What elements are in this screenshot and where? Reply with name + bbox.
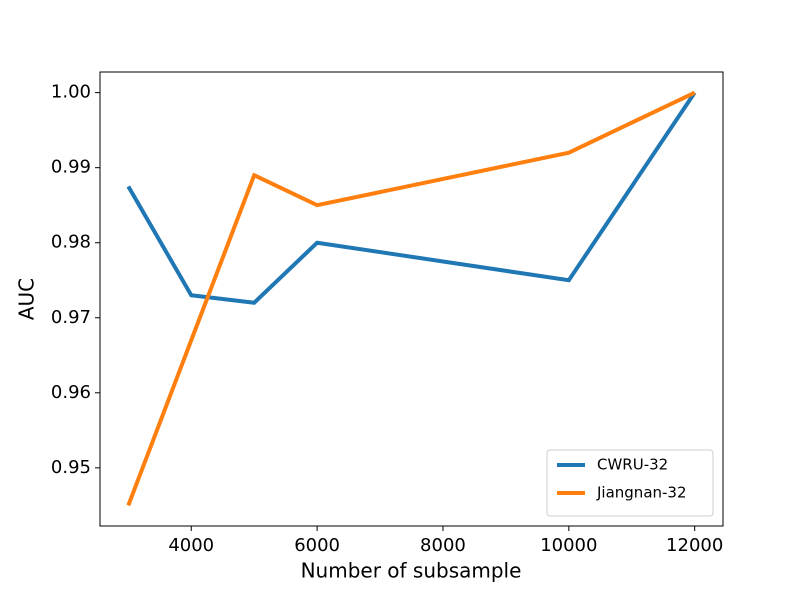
plot-frame — [99, 71, 724, 527]
y-tick-label: 0.97 — [51, 307, 91, 328]
y-tick-label: 0.99 — [51, 157, 91, 178]
y-tick-label: 0.96 — [51, 382, 91, 403]
y-tick-label: 0.98 — [51, 232, 91, 253]
legend-box — [546, 449, 714, 517]
legend-label: CWRU-32 — [597, 456, 668, 474]
series-line — [126, 90, 696, 507]
x-tick-label: 10000 — [540, 535, 597, 556]
x-tick-label: 6000 — [294, 535, 340, 556]
x-tick-label: 8000 — [420, 535, 466, 556]
x-tick-label: 12000 — [666, 535, 723, 556]
x-tick-label: 4000 — [168, 535, 214, 556]
legend: CWRU-32 Jiangnan-32 — [546, 449, 714, 517]
y-tick-label: 1.00 — [51, 82, 91, 103]
y-axis-label: AUC — [15, 278, 39, 320]
y-tick-label: 0.95 — [51, 457, 91, 478]
x-axis-label: Number of subsample — [301, 559, 522, 583]
series-line — [126, 91, 697, 305]
legend-label: Jiangnan-32 — [596, 484, 687, 502]
